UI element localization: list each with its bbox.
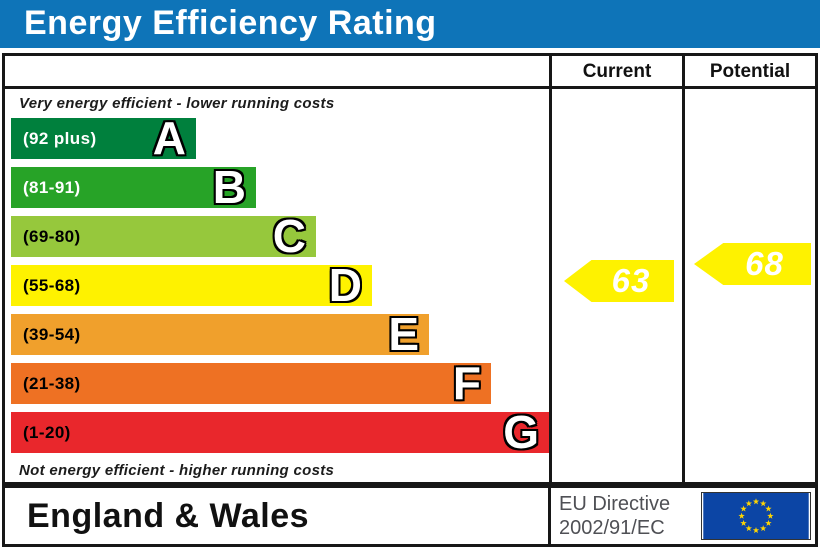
column-header-current: Current [549,56,682,89]
band-range-label: (92 plus) [23,128,97,148]
band-e: (39-54) E [11,308,429,360]
band-range-label: (1-20) [23,422,71,442]
band-f: (21-38) F [11,357,491,409]
band-letter: A [152,112,186,164]
title-bar: Energy Efficiency Rating [0,0,820,48]
band-letter: F [452,357,481,409]
band-g: (1-20) G [11,406,549,458]
eu-directive-label: EU Directive 2002/91/EC [559,492,670,540]
band-letter: B [212,161,246,213]
band-range-label: (21-38) [23,373,81,393]
current-column: 63 [549,89,682,482]
band-c: (69-80) C [11,210,316,262]
header-blank-cell [5,56,549,89]
potential-rating-value: 68 [745,245,784,282]
band-b: (81-91) B [11,161,256,213]
rating-table: Current Potential Very energy efficient … [2,53,818,485]
current-rating-arrow: 63 [564,260,674,302]
top-caption: Very energy efficient - lower running co… [19,95,335,112]
region-label: England & Wales [5,488,551,544]
eu-directive-line1: EU Directive [559,493,671,515]
band-letter: E [388,308,419,360]
potential-rating-arrow: 68 [694,243,811,285]
band-a: (92 plus) A [11,112,196,164]
bands: (92 plus) A (81-91) B (69-80) C (55-68) D (39-54… [11,112,549,458]
band-letter: D [328,259,362,311]
eu-directive-line2: 2002/91/EC [559,517,665,539]
potential-column: 68 [682,89,815,482]
column-header-potential: Potential [682,56,815,89]
eu-flag-icon [701,492,811,540]
footer: England & Wales EU Directive 2002/91/EC [2,485,818,547]
band-d: (55-68) D [11,259,372,311]
page-title: Energy Efficiency Rating [24,4,437,42]
bottom-caption: Not energy efficient - higher running co… [19,462,335,479]
band-letter: C [272,210,306,262]
footer-right: EU Directive 2002/91/EC [551,488,815,544]
bands-cell: Very energy efficient - lower running co… [5,89,549,482]
current-rating-value: 63 [611,262,651,299]
band-range-label: (69-80) [23,226,81,246]
band-letter: G [503,406,539,458]
band-range-label: (39-54) [23,324,81,344]
band-range-label: (55-68) [23,275,81,295]
band-range-label: (81-91) [23,177,81,197]
